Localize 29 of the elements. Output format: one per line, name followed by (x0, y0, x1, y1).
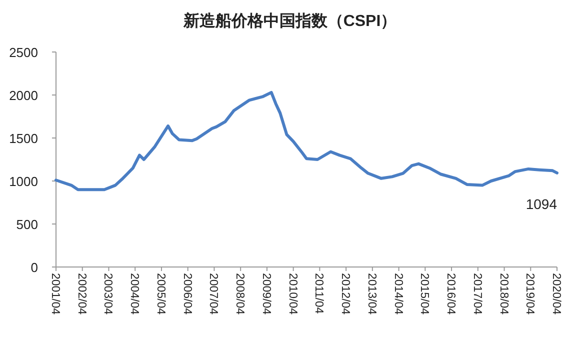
y-tick-label: 0 (30, 260, 38, 275)
y-tick-label: 2500 (9, 45, 38, 60)
x-tick-label: 2017/04 (470, 273, 483, 316)
x-tick-label: 2007/04 (207, 273, 220, 316)
x-tick-label: 2012/04 (339, 273, 352, 316)
x-tick-label: 2014/04 (392, 273, 404, 316)
x-tick-label: 2019/04 (524, 273, 536, 316)
annotation: 1094 (526, 196, 558, 212)
x-tick-label: 2004/04 (128, 273, 140, 316)
y-tick-label: 2000 (9, 88, 38, 103)
x-tick-label: 2001/04 (49, 273, 61, 316)
y-tick-label: 1500 (9, 131, 38, 146)
x-tick-label: 2015/04 (418, 273, 430, 316)
y-tick-label: 1000 (9, 174, 38, 189)
x-tick-label: 2005/04 (154, 273, 166, 316)
x-tick-label: 2013/04 (365, 273, 378, 316)
x-tick-label: 2016/04 (444, 273, 457, 316)
line-series (54, 90, 558, 192)
x-tick-label: 2008/04 (234, 273, 246, 316)
chart-title: 新造船价格中国指数（CSPI） (182, 12, 397, 30)
x-tick-label: 2010/04 (286, 273, 298, 316)
x-tick-label: 2009/04 (260, 273, 272, 316)
x-tick-label: 2020/04 (550, 273, 562, 316)
x-tick-label: 2002/04 (75, 273, 88, 316)
x-tick-label: 2018/04 (497, 273, 510, 316)
x-tick-label: 2011/04 (312, 273, 325, 314)
y-tick-label: 500 (16, 217, 38, 232)
x-tick-label: 2006/04 (180, 273, 193, 316)
x-tick-label: 2003/04 (102, 273, 114, 316)
